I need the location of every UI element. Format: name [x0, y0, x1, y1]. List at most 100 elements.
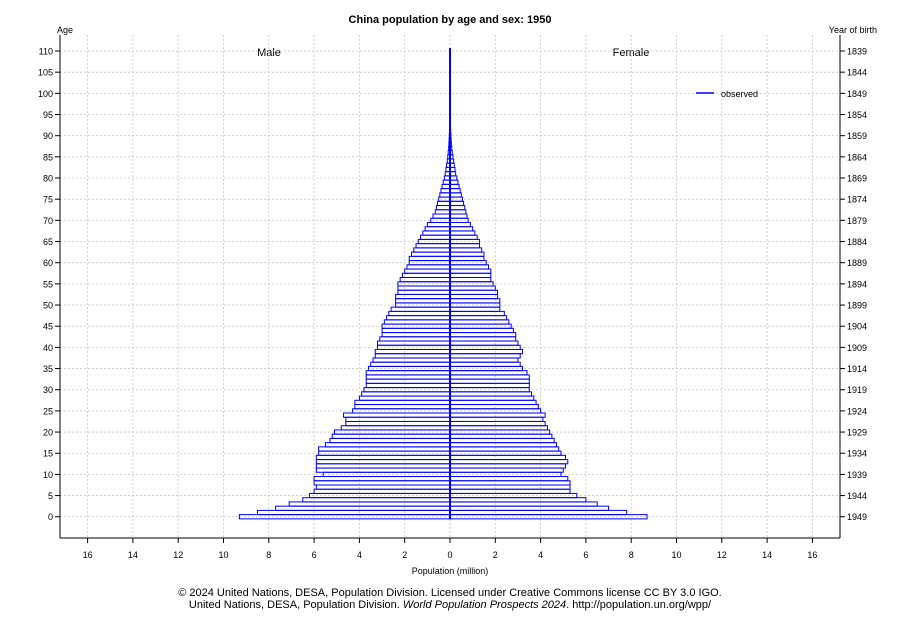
female-bar [450, 265, 489, 269]
male-bar [382, 328, 450, 332]
left-axis-title: Age [57, 25, 73, 35]
age-tick-label: 50 [43, 301, 53, 311]
female-bar [450, 231, 475, 235]
x-tick-label: 16 [807, 550, 817, 560]
male-bar [378, 341, 450, 345]
year-tick-label: 1909 [847, 343, 867, 353]
male-bar [362, 392, 450, 396]
male-bar [332, 434, 450, 438]
year-tick-label: 1949 [847, 512, 867, 522]
female-bar [450, 468, 563, 472]
age-tick-label: 110 [39, 47, 53, 57]
female-bar [450, 421, 545, 425]
female-bar [450, 193, 461, 197]
female-bar [450, 328, 513, 332]
age-tick-label: 0 [48, 512, 53, 522]
female-bar [450, 354, 520, 358]
female-bar [450, 426, 547, 430]
male-bar [346, 421, 450, 425]
year-tick-label: 1884 [847, 237, 867, 247]
female-bar [450, 180, 458, 184]
x-tick-label: 6 [312, 550, 317, 560]
x-tick-label: 4 [357, 550, 362, 560]
male-bar [257, 510, 450, 514]
x-tick-label: 10 [218, 550, 228, 560]
female-bar [450, 400, 536, 404]
source-line: United Nations, DESA, Population Divisio… [0, 599, 900, 611]
female-bar [450, 189, 460, 193]
male-bar [316, 460, 450, 464]
male-bar [325, 443, 450, 447]
male-bar [391, 307, 450, 311]
x-tick-label: 10 [671, 550, 681, 560]
age-tick-label: 80 [43, 174, 53, 184]
age-tick-label: 105 [38, 68, 53, 78]
female-bar [450, 506, 609, 510]
male-bar [316, 468, 450, 472]
year-tick-label: 1939 [847, 470, 867, 480]
year-tick-label: 1869 [847, 174, 867, 184]
year-tick-label: 1844 [847, 68, 867, 78]
source-prefix: United Nations, DESA, Population Divisio… [189, 599, 403, 611]
source-suffix: . http://population.un.org/wpp/ [566, 599, 711, 611]
female-bar [450, 396, 534, 400]
age-tick-label: 20 [43, 428, 53, 438]
year-tick-label: 1874 [847, 195, 867, 205]
female-bar [450, 498, 586, 502]
male-bar [423, 231, 450, 235]
male-bar [371, 362, 450, 366]
male-bar [442, 184, 450, 188]
legend: observed [696, 89, 758, 99]
female-bar [450, 333, 516, 337]
year-tick-label: 1839 [847, 47, 867, 57]
x-tick-label: 2 [402, 550, 407, 560]
age-tick-label: 55 [43, 279, 53, 289]
male-bar [316, 455, 450, 459]
female-bar [450, 413, 545, 417]
year-tick-label: 1904 [847, 322, 867, 332]
male-bar [440, 193, 450, 197]
male-bar [421, 235, 450, 239]
female-bar [450, 337, 516, 341]
copyright-line: © 2024 United Nations, DESA, Population … [0, 587, 900, 599]
female-bar [450, 248, 482, 252]
male-bar [380, 337, 450, 341]
male-bar [427, 222, 450, 226]
year-tick-label: 1924 [847, 406, 867, 416]
female-bar [450, 316, 507, 320]
year-tick-label: 1849 [847, 89, 867, 99]
age-tick-label: 75 [43, 195, 53, 205]
right-axis-title: Year of birth [829, 25, 877, 35]
male-bar [407, 265, 450, 269]
x-tick-label: 6 [583, 550, 588, 560]
female-bar [450, 290, 498, 294]
female-bar [450, 244, 479, 248]
male-bar [375, 349, 450, 353]
age-tick-label: 100 [38, 89, 53, 99]
male-bar [316, 464, 450, 468]
male-bar [341, 426, 450, 430]
female-bar [450, 227, 473, 231]
age-tick-label: 40 [43, 343, 53, 353]
age-tick-label: 25 [43, 406, 53, 416]
female-bar [450, 311, 504, 315]
year-tick-label: 1944 [847, 491, 867, 501]
female-bar [450, 455, 566, 459]
source-title: World Population Prospects 2024 [403, 599, 566, 611]
year-tick-label: 1879 [847, 216, 867, 226]
age-tick-label: 70 [43, 216, 53, 226]
age-tick-label: 30 [43, 385, 53, 395]
female-bar [450, 235, 477, 239]
male-bar [435, 210, 450, 214]
male-bar [314, 477, 450, 481]
female-bar [450, 341, 518, 345]
male-bar [384, 320, 450, 324]
male-bar [443, 180, 450, 184]
female-bar [450, 252, 484, 256]
female-bar [450, 206, 465, 210]
female-bar [450, 434, 552, 438]
year-tick-label: 1929 [847, 428, 867, 438]
age-tick-label: 65 [43, 237, 53, 247]
male-bar [330, 438, 450, 442]
